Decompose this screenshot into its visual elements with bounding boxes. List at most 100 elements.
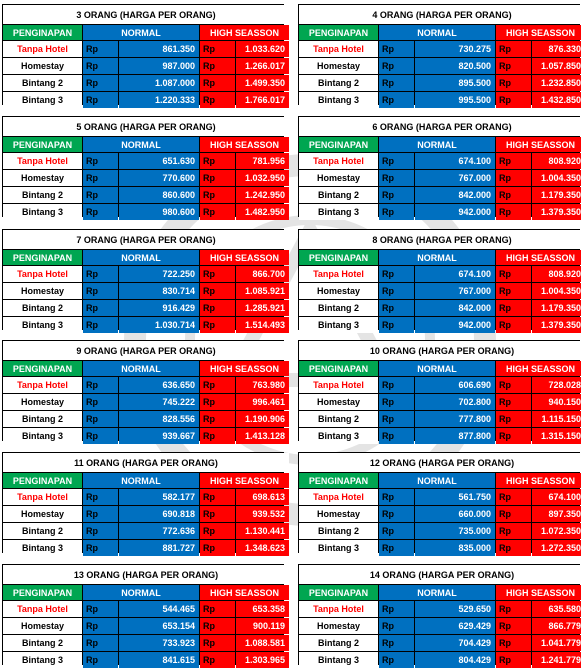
currency-high: Rp — [200, 266, 235, 282]
row-label: Homestay — [3, 394, 82, 410]
price-normal: 830.714 — [119, 283, 199, 299]
currency-high: Rp — [200, 153, 235, 169]
currency-high: Rp — [200, 411, 235, 427]
currency-high: Rp — [496, 170, 531, 186]
row-label: Tanpa Hotel — [299, 377, 378, 393]
row-label: Bintang 2 — [3, 187, 82, 203]
currency-high: Rp — [496, 41, 531, 57]
currency-high: Rp — [496, 618, 531, 634]
currency-normal: Rp — [379, 300, 414, 316]
price-normal: 820.500 — [415, 58, 495, 74]
price-normal: 561.750 — [415, 489, 495, 505]
currency-normal: Rp — [83, 317, 118, 333]
currency-normal: Rp — [379, 394, 414, 410]
header-penginapan: PENGINAPAN — [299, 250, 378, 265]
row-label: Homestay — [299, 58, 378, 74]
row-label: Bintang 2 — [3, 300, 82, 316]
price-normal: 702.800 — [415, 394, 495, 410]
price-table: 5 ORANG (HARGA PER ORANG) PENGINAPAN NORMA… — [2, 116, 289, 220]
currency-high: Rp — [200, 489, 235, 505]
row-label: Homestay — [299, 394, 378, 410]
currency-high: Rp — [200, 652, 235, 668]
currency-normal: Rp — [379, 75, 414, 91]
currency-high: Rp — [496, 506, 531, 522]
price-table: 10 ORANG (HARGA PER ORANG) PENGINAPAN NORM… — [298, 340, 581, 444]
currency-normal: Rp — [83, 300, 118, 316]
price-normal: 987.000 — [119, 58, 199, 74]
currency-normal: Rp — [83, 394, 118, 410]
price-normal: 544.465 — [119, 601, 199, 617]
header-normal: NORMAL — [379, 585, 495, 600]
price-high-season: 1.303.965 — [236, 652, 289, 668]
header-penginapan: PENGINAPAN — [3, 361, 82, 376]
price-high-season: 763.980 — [236, 377, 289, 393]
price-normal: 804.429 — [415, 652, 495, 668]
header-high-season: HIGH SEASSON — [496, 250, 581, 265]
row-label: Bintang 3 — [299, 652, 378, 668]
price-high-season: 1.130.441 — [236, 523, 289, 539]
currency-high: Rp — [200, 540, 235, 556]
row-label: Bintang 2 — [3, 75, 82, 91]
header-high-season: HIGH SEASSON — [496, 25, 581, 40]
row-label: Tanpa Hotel — [299, 266, 378, 282]
currency-high: Rp — [200, 75, 235, 91]
row-label: Bintang 2 — [299, 187, 378, 203]
price-normal: 674.100 — [415, 153, 495, 169]
price-high-season: 1.266.017 — [236, 58, 289, 74]
currency-high: Rp — [496, 411, 531, 427]
currency-normal: Rp — [83, 75, 118, 91]
currency-normal: Rp — [83, 153, 118, 169]
price-normal: 735.000 — [415, 523, 495, 539]
price-high-season: 728.028 — [532, 377, 581, 393]
currency-high: Rp — [200, 635, 235, 651]
table-title: 11 ORANG (HARGA PER ORANG) — [3, 453, 289, 472]
row-label: Homestay — [299, 506, 378, 522]
currency-high: Rp — [200, 283, 235, 299]
currency-high: Rp — [496, 266, 531, 282]
currency-normal: Rp — [379, 635, 414, 651]
row-label: Tanpa Hotel — [299, 153, 378, 169]
row-label: Homestay — [3, 170, 82, 186]
price-normal: 722.250 — [119, 266, 199, 282]
header-high-season: HIGH SEASSON — [496, 361, 581, 376]
currency-normal: Rp — [379, 58, 414, 74]
header-high-season: HIGH SEASSON — [496, 137, 581, 152]
price-normal: 730.275 — [415, 41, 495, 57]
price-high-season: 866.700 — [236, 266, 289, 282]
currency-normal: Rp — [83, 266, 118, 282]
header-normal: NORMAL — [83, 585, 199, 600]
price-high-season: 1.482.950 — [236, 204, 289, 220]
row-label: Bintang 2 — [299, 411, 378, 427]
price-high-season: 939.532 — [236, 506, 289, 522]
currency-high: Rp — [200, 601, 235, 617]
row-label: Bintang 3 — [3, 428, 82, 444]
row-label: Homestay — [299, 618, 378, 634]
price-high-season: 674.100 — [532, 489, 581, 505]
currency-normal: Rp — [83, 652, 118, 668]
table-title: 7 ORANG (HARGA PER ORANG) — [3, 230, 289, 249]
header-normal: NORMAL — [83, 250, 199, 265]
row-label: Bintang 2 — [3, 411, 82, 427]
row-label: Homestay — [3, 283, 82, 299]
price-normal: 942.000 — [415, 204, 495, 220]
price-high-season: 698.613 — [236, 489, 289, 505]
price-high-season: 1.241.779 — [532, 652, 581, 668]
currency-high: Rp — [496, 283, 531, 299]
currency-high: Rp — [496, 540, 531, 556]
row-label: Bintang 2 — [299, 635, 378, 651]
price-high-season: 1.232.850 — [532, 75, 581, 91]
currency-high: Rp — [496, 377, 531, 393]
currency-high: Rp — [200, 204, 235, 220]
price-normal: 674.100 — [415, 266, 495, 282]
row-label: Bintang 2 — [3, 523, 82, 539]
row-label: Bintang 3 — [3, 317, 82, 333]
row-label: Tanpa Hotel — [3, 489, 82, 505]
price-high-season: 808.920 — [532, 266, 581, 282]
price-high-season: 1.272.350 — [532, 540, 581, 556]
price-high-season: 1.072.350 — [532, 523, 581, 539]
header-penginapan: PENGINAPAN — [3, 473, 82, 488]
currency-normal: Rp — [83, 204, 118, 220]
price-normal: 881.727 — [119, 540, 199, 556]
row-label: Bintang 2 — [299, 523, 378, 539]
price-high-season: 1.041.779 — [532, 635, 581, 651]
